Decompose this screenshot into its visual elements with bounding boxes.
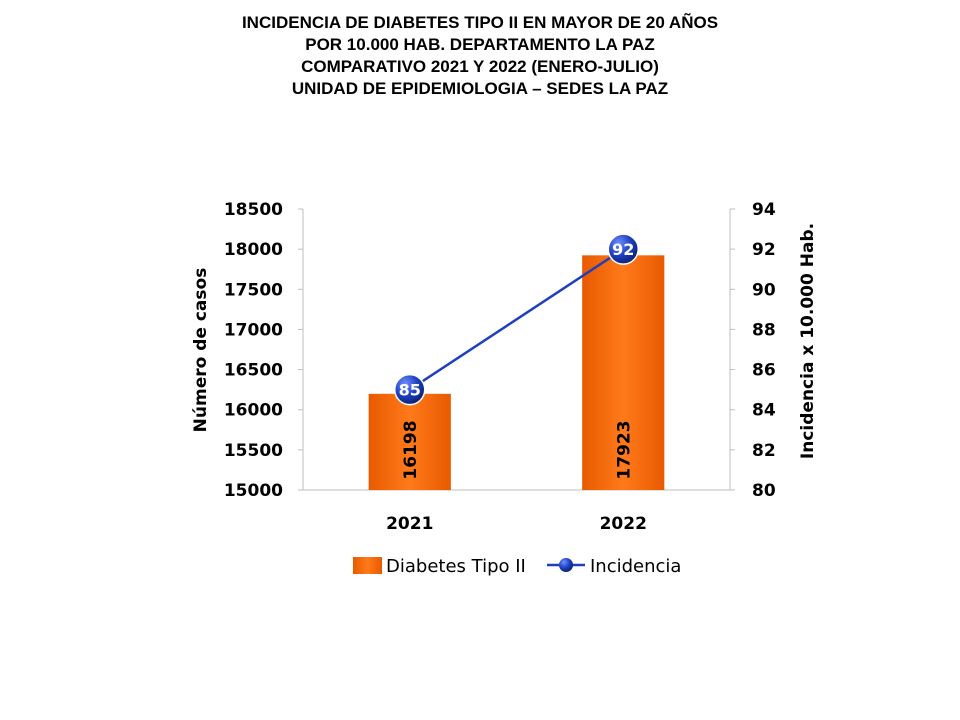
title-line-3: COMPARATIVO 2021 Y 2022 (ENERO-JULIO) bbox=[301, 57, 659, 76]
incidence-data-label: 85 bbox=[399, 381, 421, 400]
y2-tick-label: 84 bbox=[752, 401, 776, 421]
bar bbox=[368, 393, 451, 490]
legend-label-line: Incidencia bbox=[590, 556, 681, 577]
incidence-point bbox=[607, 233, 639, 265]
y-axis-title: Número de casos bbox=[191, 268, 211, 433]
y2-tick-label: 94 bbox=[752, 200, 776, 220]
y2-tick-label: 80 bbox=[752, 481, 776, 501]
y-tick-label: 18500 bbox=[224, 200, 283, 220]
title-line-2: POR 10.000 HAB. DEPARTAMENTO LA PAZ bbox=[305, 35, 655, 54]
y-tick-label: 18000 bbox=[224, 240, 283, 260]
title-line-1: INCIDENCIA DE DIABETES TIPO II EN MAYOR … bbox=[241, 13, 719, 32]
y-tick-label: 15000 bbox=[224, 481, 283, 501]
chart-title: INCIDENCIA DE DIABETES TIPO II EN MAYOR … bbox=[0, 12, 960, 100]
axes bbox=[302, 209, 731, 491]
y-tick-label: 15500 bbox=[224, 441, 283, 461]
bar-value-label: 17923 bbox=[614, 420, 634, 479]
incidence-data-label: 92 bbox=[612, 240, 634, 259]
y-tick-label: 17000 bbox=[224, 320, 283, 340]
y-tick-label: 17500 bbox=[224, 280, 283, 300]
legend: Diabetes Tipo II Incidencia bbox=[353, 556, 681, 577]
legend-label-bar: Diabetes Tipo II bbox=[386, 556, 526, 577]
y-tick-label: 16500 bbox=[224, 361, 283, 381]
y2-tick-label: 88 bbox=[752, 320, 776, 340]
y2-tick-label: 86 bbox=[752, 361, 776, 381]
y-tick-label: 16000 bbox=[224, 401, 283, 421]
incidence-point bbox=[394, 373, 426, 406]
y2-tick-label: 90 bbox=[752, 280, 776, 300]
y2-tick-label: 82 bbox=[752, 441, 776, 461]
y2-axis-title: Incidencia x 10.000 Hab. bbox=[798, 223, 818, 459]
bar bbox=[582, 255, 665, 490]
title-line-4: UNIDAD DE EPIDEMIOLOGIA – SEDES LA PAZ bbox=[291, 79, 669, 98]
bar-value-label: 16198 bbox=[401, 420, 421, 479]
y2-tick-label: 92 bbox=[752, 240, 776, 260]
x-tick-label: 2021 bbox=[386, 514, 433, 534]
legend-swatch-marker bbox=[559, 558, 573, 572]
x-tick-label: 2022 bbox=[600, 514, 647, 534]
incidence-line bbox=[409, 248, 624, 391]
legend-swatch-bar bbox=[353, 557, 382, 574]
